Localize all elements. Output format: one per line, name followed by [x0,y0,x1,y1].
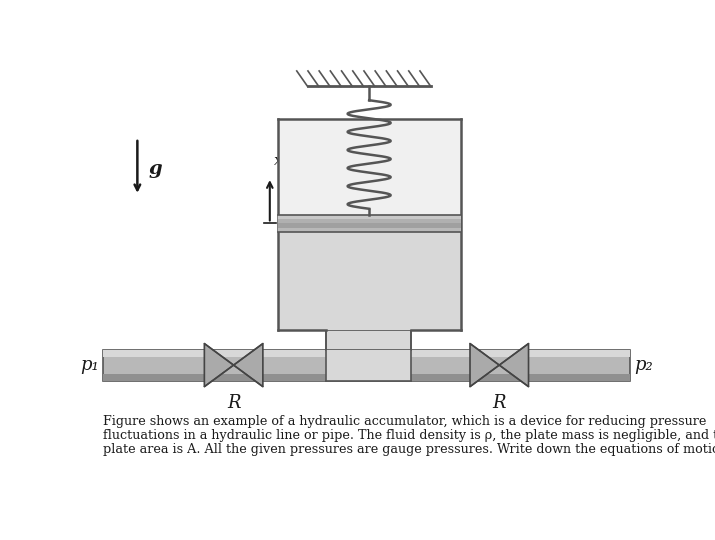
Text: plate area is A. All the given pressures are gauge pressures. Write down the equ: plate area is A. All the given pressures… [103,443,715,456]
Bar [277,119,460,215]
Text: fluctuations in a hydraulic line or pipe. The fluid density is ρ, the plate mass: fluctuations in a hydraulic line or pipe… [103,429,715,442]
Polygon shape [499,343,528,387]
Polygon shape [470,343,499,387]
Text: R: R [493,394,506,413]
Text: p₁: p₁ [80,356,99,374]
Bar [103,350,630,357]
Polygon shape [204,343,234,387]
Text: k: k [396,145,407,163]
Polygon shape [234,343,263,387]
Text: p₂: p₂ [634,356,653,374]
Bar [277,228,460,232]
Text: x: x [274,154,282,168]
Bar [326,330,410,350]
Bar [103,374,630,381]
Bar [277,224,460,228]
Bar [103,350,630,381]
Bar [277,232,460,330]
Text: p: p [363,329,373,343]
Text: R: R [227,394,240,413]
Bar [326,350,410,381]
Text: Figure shows an example of a hydraulic accumulator, which is a device for reduci: Figure shows an example of a hydraulic a… [103,415,706,428]
Bar [277,219,460,224]
Text: A: A [297,264,310,282]
Text: g: g [149,160,162,178]
Bar [277,215,460,219]
